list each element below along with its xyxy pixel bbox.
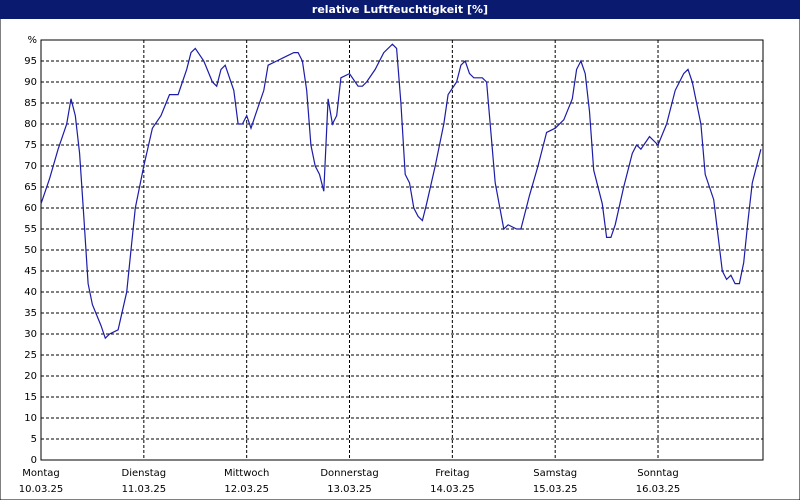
data-line [40,43,762,340]
y-tick-label: 70 [24,161,37,172]
y-tick-label: 75 [24,140,37,151]
x-tick-date: 16.03.25 [636,484,681,495]
x-tick-date: 15.03.25 [533,484,578,495]
y-tick-label: 55 [24,224,37,235]
x-tick-label: Dienstag [122,468,167,479]
x-tick-date: 12.03.25 [224,484,269,495]
y-tick-label: 90 [24,77,37,88]
y-tick-label: 85 [24,98,37,109]
chart-title: relative Luftfeuchtigkeit [%] [312,3,488,16]
y-tick-label: 0 [31,455,37,466]
y-tick-label: 65 [24,182,37,193]
y-tick-label: 45 [24,266,37,277]
y-tick-label: 50 [24,245,37,256]
y-tick-label: 5 [31,434,37,445]
x-tick-date: 11.03.25 [122,484,167,495]
y-tick-label: % [27,35,37,46]
x-tick-label: Donnerstag [320,468,378,479]
y-tick-label: 80 [24,119,37,130]
x-tick-date: 13.03.25 [327,484,372,495]
y-tick-label: 30 [24,329,37,340]
x-tick-date: 10.03.25 [19,484,64,495]
y-tick-label: 20 [24,371,37,382]
y-tick-label: 25 [24,350,37,361]
y-tick-label: 10 [24,413,37,424]
x-tick-label: Mittwoch [224,468,269,479]
y-tick-label: 60 [24,203,37,214]
x-tick-label: Freitag [435,468,469,479]
y-tick-label: 35 [24,308,37,319]
title-bar [0,0,800,19]
y-tick-label: 40 [24,287,37,298]
x-tick-date: 14.03.25 [430,484,475,495]
y-tick-label: 95 [24,56,37,67]
x-tick-label: Sonntag [637,468,679,479]
x-tick-label: Montag [22,468,59,479]
x-tick-label: Samstag [533,468,577,479]
y-tick-label: 15 [24,392,37,403]
